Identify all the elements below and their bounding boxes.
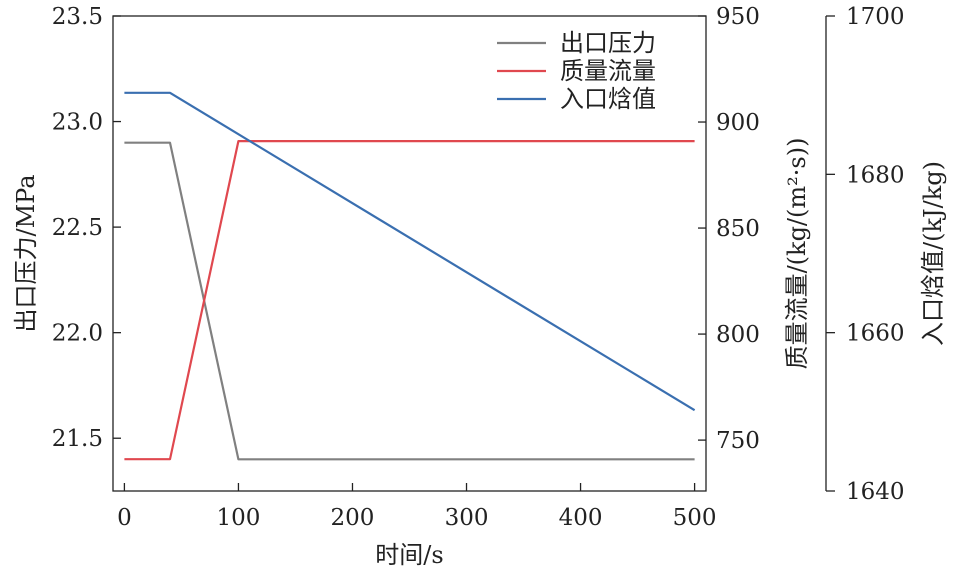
y-outer-tick-label: 1680 [846,162,905,188]
axes-layer: 0 100 200 300 400 500 时间/s 21.5 22.0 22.5 23.0 23.5… [12,4,947,569]
y-outer-tick-label: 1700 [846,4,905,30]
x-tick-label: 400 [559,505,603,531]
x-tick-label: 0 [117,505,132,531]
series-line-2 [124,140,695,461]
y-left-tick-label: 23.0 [52,110,103,136]
y-right-tick-label: 800 [716,322,760,348]
series-line-1 [124,141,695,461]
y-right-tick-label: 750 [716,428,760,454]
y-left-tick-label: 22.5 [52,215,103,241]
legend-label: 入口焓值 [560,85,656,113]
y-outer-tick-label: 1660 [846,321,905,347]
x-tick-label: 500 [673,505,717,531]
plot-frame [112,15,707,492]
legend-label: 出口压力 [560,29,656,57]
y-left-tick-label: 23.5 [52,4,103,30]
y-right-tick-label: 850 [716,216,760,242]
series-layer [124,91,696,461]
y-left-tick-label: 22.0 [52,321,103,347]
legend-label: 质量流量 [560,57,656,85]
x-tick-label: 100 [216,505,260,531]
y-outer-tick-label: 1640 [846,479,905,505]
y-right-tick-label: 900 [716,110,760,136]
y-left-axis-label: 出口压力/MPa [12,174,40,332]
x-tick-label: 300 [445,505,489,531]
y-right-tick-label: 950 [716,4,760,30]
x-axis-label: 时间/s [375,541,443,569]
x-tick-label: 200 [331,505,375,531]
y-left-tick-label: 21.5 [52,426,103,452]
y-right-axis-label: 质量流量/(kg/(m²·s)) [783,138,811,370]
y-outer-axis-label: 入口焓值/(kJ/kg) [919,161,947,346]
series-line-3 [124,91,696,412]
